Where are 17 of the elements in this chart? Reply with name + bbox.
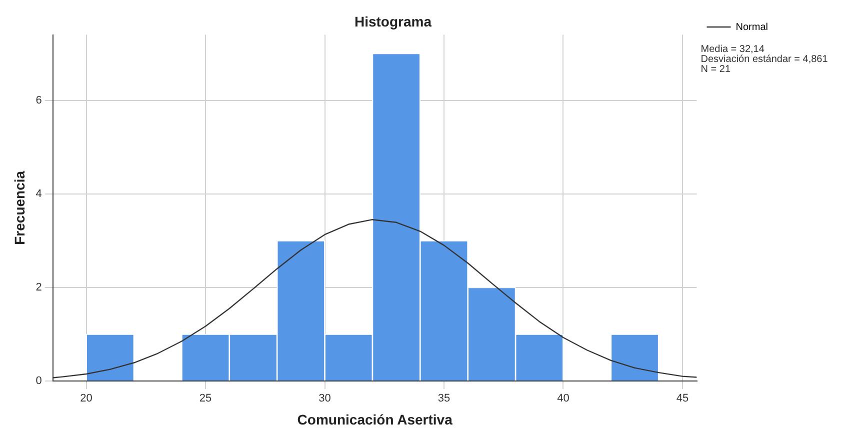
chart-title: Histograma bbox=[354, 13, 432, 30]
x-tick-label: 45 bbox=[676, 392, 689, 405]
y-tick-label: 4 bbox=[36, 188, 42, 200]
text: Desviación estándar = 4,861 bbox=[700, 54, 828, 65]
x-axis-title: Comunicación Asertiva bbox=[297, 411, 453, 428]
x-tick-label: 20 bbox=[80, 392, 92, 405]
legend-label: Normal bbox=[736, 22, 768, 33]
text: N = 21 bbox=[700, 64, 731, 75]
y-axis-title: Frecuencia bbox=[11, 170, 28, 245]
y-tick-label: 2 bbox=[36, 281, 42, 294]
x-tick-label: 40 bbox=[557, 392, 570, 405]
x-tick-label: 30 bbox=[318, 392, 331, 405]
x-tick-label: 25 bbox=[199, 392, 212, 405]
y-tick-label: 6 bbox=[36, 94, 42, 106]
x-tick-label: 35 bbox=[438, 392, 450, 405]
y-tick-label: 0 bbox=[36, 375, 42, 388]
text: Media = 32,14 bbox=[700, 44, 765, 55]
